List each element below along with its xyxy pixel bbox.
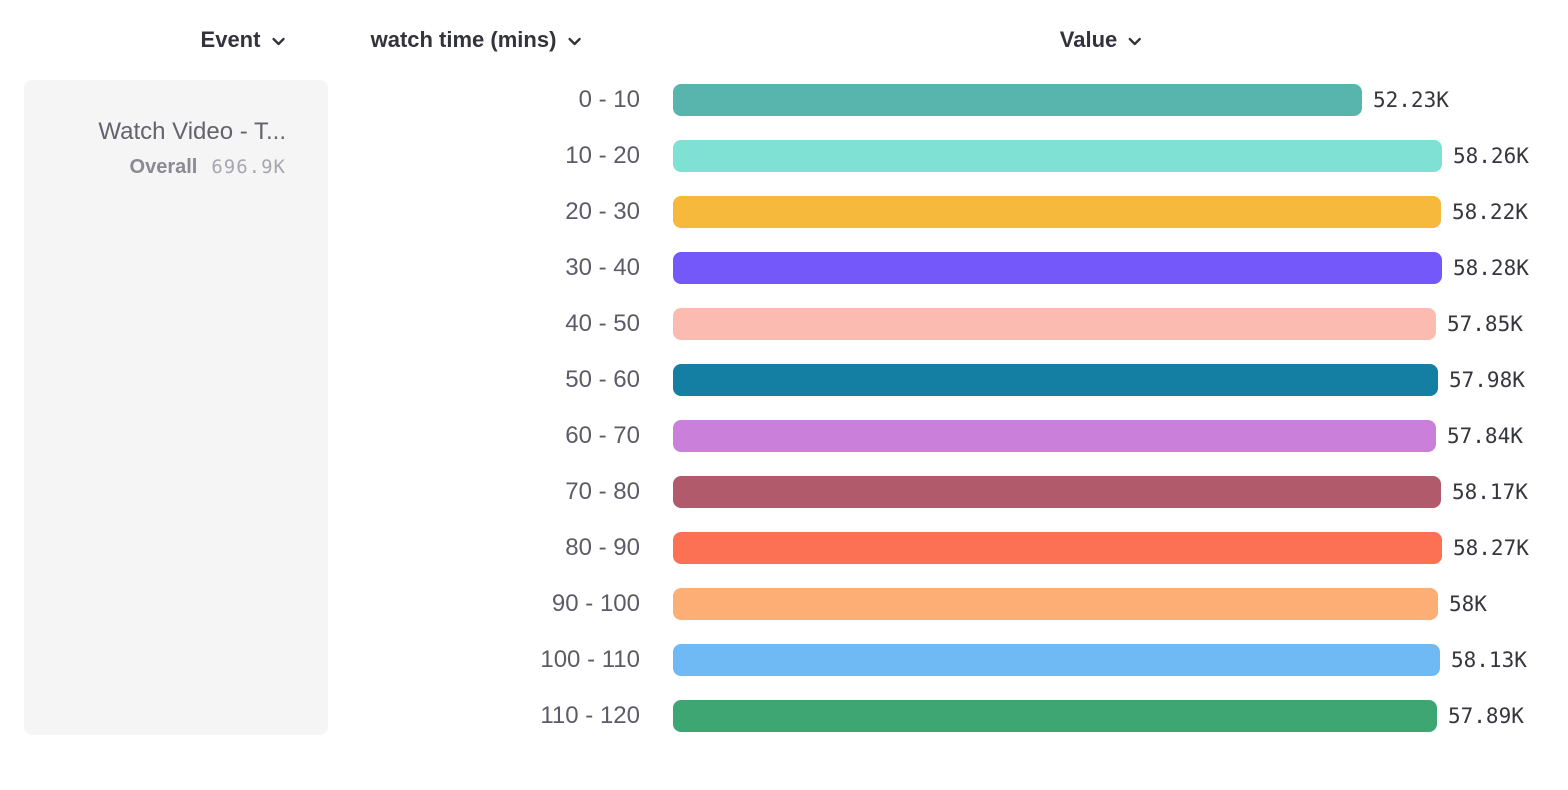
bar-row: 80 - 90 58.27K	[0, 520, 1568, 576]
bar[interactable]	[673, 420, 1436, 452]
value-column-label: Value	[1059, 27, 1118, 52]
event-column-header[interactable]: Event	[201, 27, 286, 53]
category-label: 40 - 50	[565, 310, 640, 337]
bar-row: 90 - 100 58K	[0, 576, 1568, 632]
bar-row: 20 - 30 58.22K	[0, 184, 1568, 240]
value-label: 58K	[1449, 592, 1487, 616]
value-label: 58.22K	[1452, 200, 1528, 224]
value-label: 57.84K	[1447, 424, 1523, 448]
bar-row: 40 - 50 57.85K	[0, 296, 1568, 352]
event-title[interactable]: Watch Video - T...	[98, 118, 286, 145]
category-label: 90 - 100	[551, 590, 640, 617]
bar[interactable]	[673, 532, 1442, 564]
bar[interactable]	[673, 364, 1438, 396]
category-label: 30 - 40	[565, 254, 640, 281]
value-label: 57.89K	[1448, 704, 1524, 728]
value-label: 58.13K	[1451, 648, 1527, 672]
chevron-down-icon	[1128, 34, 1142, 46]
bar[interactable]	[673, 476, 1441, 508]
bar-row: 60 - 70 57.84K	[0, 408, 1568, 464]
event-overall-row: Overall 696.9K	[44, 156, 286, 179]
category-label: 60 - 70	[565, 422, 640, 449]
bar[interactable]	[673, 84, 1362, 116]
overall-value: 696.9K	[211, 156, 286, 178]
breakdown-column-header[interactable]: watch time (mins)	[371, 27, 582, 53]
category-label: 0 - 10	[578, 86, 640, 113]
category-label: 110 - 120	[540, 702, 640, 729]
chevron-down-icon	[271, 34, 285, 46]
bar[interactable]	[673, 588, 1438, 620]
bar-row: 70 - 80 58.17K	[0, 464, 1568, 520]
category-label: 50 - 60	[565, 366, 640, 393]
bar-row: 100 - 110 58.13K	[0, 632, 1568, 688]
bar[interactable]	[673, 644, 1440, 676]
bar-row: 30 - 40 58.28K	[0, 240, 1568, 296]
bar-row: 0 - 10 52.23K	[0, 72, 1568, 128]
category-label: 80 - 90	[565, 534, 640, 561]
breakdown-column-label: watch time (mins)	[370, 27, 557, 52]
value-label: 58.17K	[1452, 480, 1528, 504]
value-label: 52.23K	[1373, 88, 1449, 112]
event-card[interactable]: Watch Video - T... Overall 696.9K	[24, 80, 328, 735]
bar[interactable]	[673, 196, 1441, 228]
category-label: 70 - 80	[565, 478, 640, 505]
category-label: 20 - 30	[565, 198, 640, 225]
bar[interactable]	[673, 308, 1436, 340]
bar-chart: 0 - 10 52.23K 10 - 20 58.26K 20 - 30 58.22K 30…	[0, 72, 1568, 744]
value-label: 58.26K	[1453, 144, 1529, 168]
bar-row: 10 - 20 58.26K	[0, 128, 1568, 184]
bar[interactable]	[673, 140, 1442, 172]
value-label: 58.28K	[1453, 256, 1529, 280]
chevron-down-icon	[567, 34, 581, 46]
value-column-header[interactable]: Value	[1060, 27, 1142, 53]
value-label: 57.85K	[1447, 312, 1523, 336]
bar-row: 50 - 60 57.98K	[0, 352, 1568, 408]
bar[interactable]	[673, 252, 1442, 284]
value-label: 57.98K	[1449, 368, 1525, 392]
bar-row: 110 - 120 57.89K	[0, 688, 1568, 744]
overall-label: Overall	[129, 156, 198, 178]
value-label: 58.27K	[1453, 536, 1529, 560]
bar[interactable]	[673, 700, 1437, 732]
category-label: 10 - 20	[565, 142, 640, 169]
event-column-label: Event	[200, 27, 261, 52]
category-label: 100 - 110	[540, 646, 640, 673]
